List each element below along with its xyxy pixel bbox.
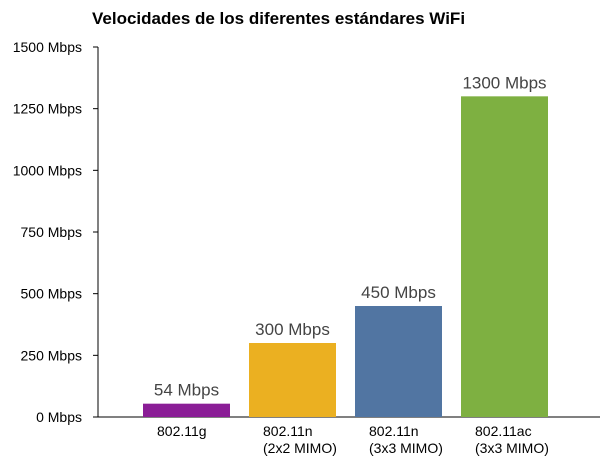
bars (143, 96, 548, 417)
x-tick-label: 802.11n (2x2 MIMO) (263, 423, 337, 456)
bar (249, 343, 336, 417)
x-ticks: 802.11g 802.11n (2x2 MIMO)802.11n (3x3 MIMO… (157, 423, 549, 456)
x-tick-label-line: 802.11n (369, 423, 419, 439)
data-label: 1300 Mbps (462, 73, 546, 92)
x-tick-label-line: 802.11g (157, 423, 207, 439)
x-tick-label-line: (2x2 MIMO) (263, 440, 337, 456)
data-label: 54 Mbps (154, 381, 219, 400)
y-tick-label: 750 Mbps (21, 224, 82, 240)
data-labels: 54 Mbps 300 Mbps 450 Mbps 1300 Mbps (154, 73, 547, 399)
y-tick-label: 1000 Mbps (13, 162, 82, 178)
x-tick-label-line: (3x3 MIMO) (369, 440, 443, 456)
data-label: 300 Mbps (255, 320, 330, 339)
y-tick-label: 1500 Mbps (13, 39, 82, 55)
x-tick-label: 802.11ac (3x3 MIMO) (475, 423, 549, 456)
y-tick-label: 0 Mbps (36, 409, 82, 425)
x-tick-label-line: 802.11ac (475, 423, 532, 439)
y-ticks: 0 Mbps 250 Mbps 500 Mbps 750 Mbps 1000 Mbps 1… (13, 39, 98, 425)
bar (355, 306, 442, 417)
bar (461, 96, 548, 417)
x-tick-label: 802.11n (3x3 MIMO) (369, 423, 443, 456)
chart-title: Velocidades de los diferentes estándares… (92, 9, 465, 28)
y-tick-label: 1250 Mbps (13, 101, 82, 117)
x-tick-label-line: (3x3 MIMO) (475, 440, 549, 456)
bar (143, 403, 230, 417)
y-tick-label: 250 Mbps (21, 347, 82, 363)
x-tick-label-line: 802.11n (263, 423, 313, 439)
data-label: 450 Mbps (361, 283, 436, 302)
x-tick-label: 802.11g (157, 423, 207, 439)
y-tick-label: 500 Mbps (21, 286, 82, 302)
